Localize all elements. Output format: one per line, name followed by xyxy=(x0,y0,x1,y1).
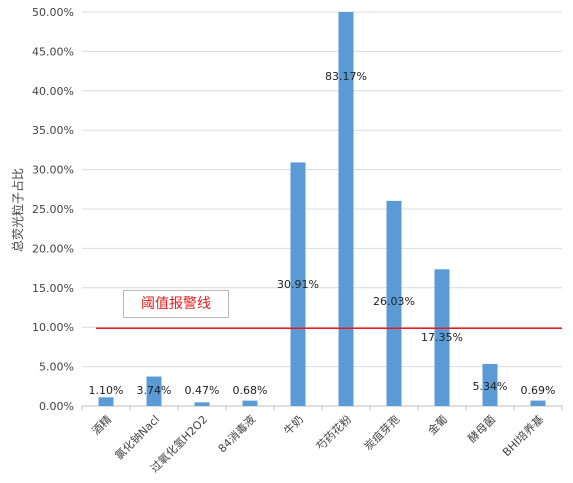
y-axis-title: 总荧光粒子占比 xyxy=(10,168,25,252)
x-tick-label: BHI培养基 xyxy=(499,412,546,459)
bar xyxy=(482,363,498,406)
y-tick-label: 25.00% xyxy=(32,203,74,216)
data-labels: 1.10% 3.74% 0.47% 0.68% 30.91% 83.17% 26.03% 17… xyxy=(89,70,556,397)
bars xyxy=(98,12,546,406)
x-tick-label: 芍药花粉 xyxy=(314,413,354,453)
bar xyxy=(242,400,258,406)
y-tick-label: 15.00% xyxy=(32,282,74,295)
x-tick-label: 氯化钠Nacl xyxy=(112,412,162,462)
y-tick-label: 45.00% xyxy=(32,45,74,58)
data-label: 5.34% xyxy=(473,380,508,393)
x-tick-label: 炭疽芽孢 xyxy=(361,412,402,453)
data-label: 0.69% xyxy=(521,384,556,397)
data-label: 83.17% xyxy=(325,70,367,83)
y-tick-label: 20.00% xyxy=(32,242,74,255)
data-label: 3.74% xyxy=(137,384,172,397)
bar xyxy=(98,397,114,406)
y-tick-label: 5.00% xyxy=(39,361,74,374)
x-tick-label: 84消毒液 xyxy=(215,412,258,455)
y-tick-label: 0.00% xyxy=(39,400,74,413)
y-tick-label: 50.00% xyxy=(32,6,74,19)
y-tick-labels: 0.00% 5.00% 10.00% 15.00% 20.00% 25.00% 30.00%… xyxy=(32,6,74,413)
bar xyxy=(530,400,546,406)
data-label: 1.10% xyxy=(89,384,124,397)
y-tick-label: 35.00% xyxy=(32,124,74,137)
bar xyxy=(434,269,450,406)
gridlines xyxy=(81,11,563,410)
bar xyxy=(338,12,354,406)
x-tick-label: 金葡 xyxy=(425,412,450,437)
y-tick-label: 10.00% xyxy=(32,321,74,334)
bar xyxy=(290,162,306,406)
bar xyxy=(386,200,402,406)
threshold-label: 阈值报警线 xyxy=(123,290,229,318)
x-tick-label: 酵母菌 xyxy=(466,413,499,446)
y-tick-label: 30.00% xyxy=(32,164,74,177)
data-label: 0.47% xyxy=(185,384,220,397)
data-label: 30.91% xyxy=(277,278,319,291)
bar xyxy=(194,402,210,406)
bar xyxy=(146,376,162,406)
data-label: 26.03% xyxy=(373,295,415,308)
data-label: 0.68% xyxy=(233,384,268,397)
x-tick-label: 酒精 xyxy=(89,413,114,438)
data-label: 17.35% xyxy=(421,331,463,344)
x-tick-label: 牛奶 xyxy=(281,412,306,437)
y-tick-label: 40.00% xyxy=(32,85,74,98)
